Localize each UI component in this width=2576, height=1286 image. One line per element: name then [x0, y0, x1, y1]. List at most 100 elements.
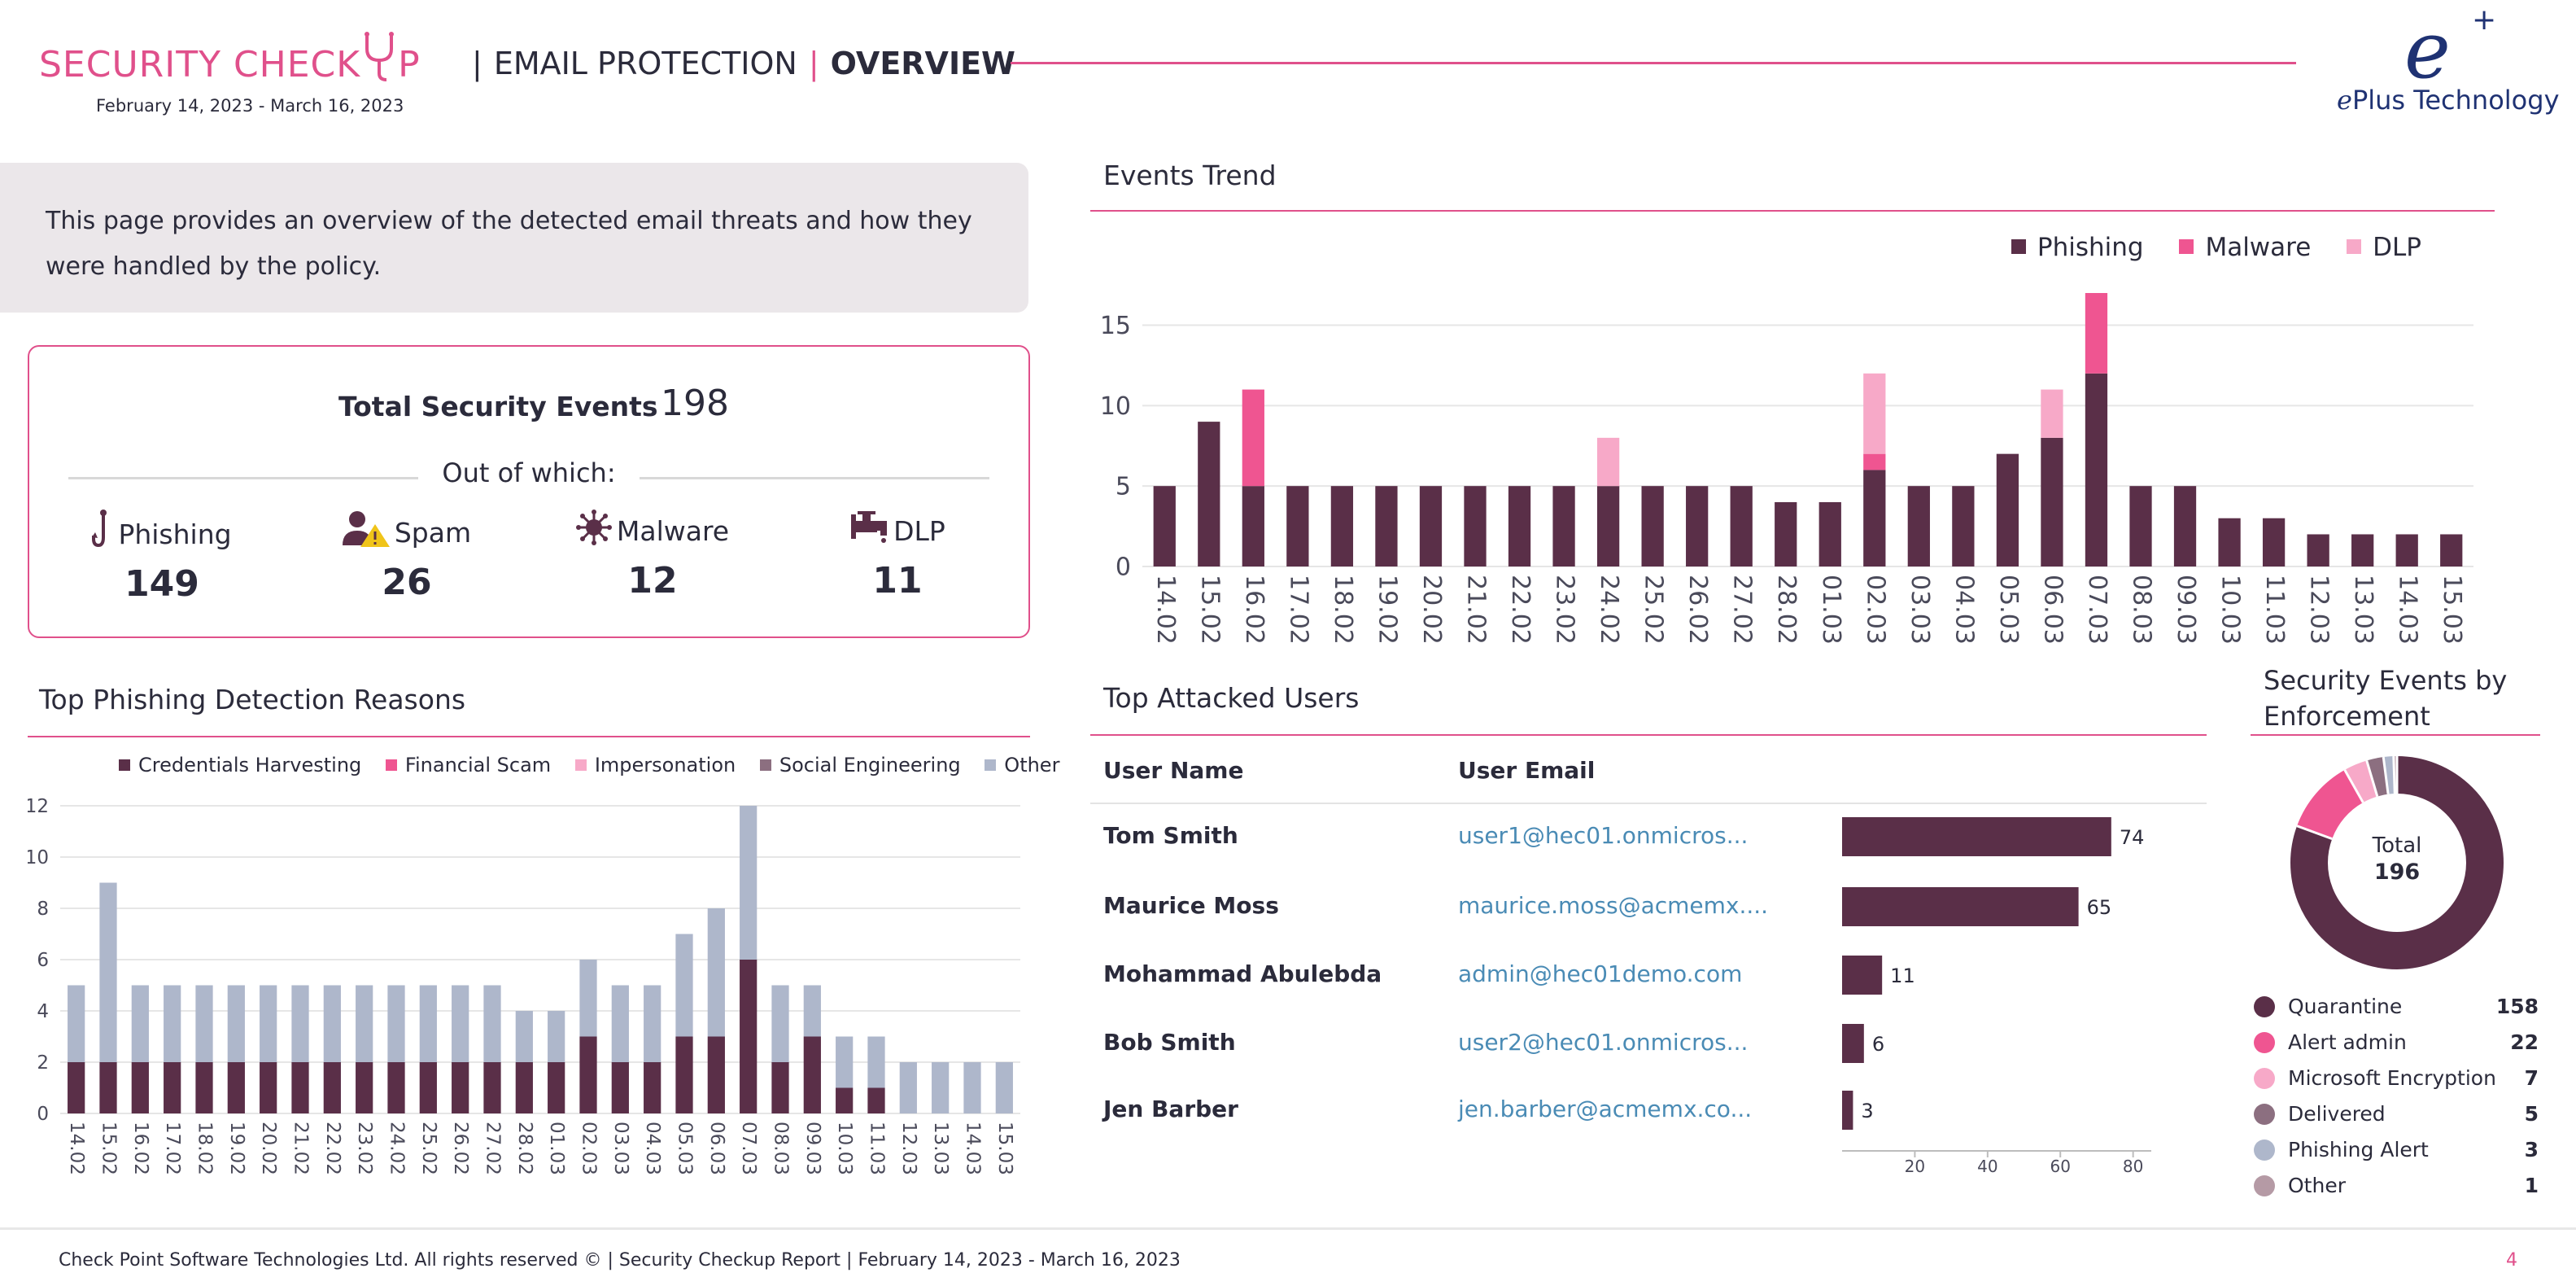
summary-spam-value: 26 — [382, 562, 432, 603]
bar-phishing — [2262, 518, 2286, 566]
x-tick-label: 17.02 — [1284, 575, 1312, 645]
donut-separator — [2382, 756, 2390, 794]
legend-dlp: DLP — [2373, 233, 2421, 262]
summary-dlp: DLP 11 — [775, 510, 1019, 601]
enforcement-value: 7 — [2524, 1066, 2539, 1090]
enforcement-title: Security Events by Enforcement — [2264, 663, 2507, 734]
total-events-label: Total Security Events — [338, 391, 658, 422]
y-tick-label: 6 — [37, 950, 49, 971]
bar-credentials-harvesting — [579, 1036, 597, 1113]
x-tick-label: 07.03 — [2083, 575, 2111, 645]
x-tick-label: 04.03 — [642, 1122, 663, 1175]
x-tick-label: 40 — [1977, 1157, 1997, 1176]
x-tick-label: 03.03 — [610, 1122, 631, 1175]
x-tick-label: 07.03 — [738, 1122, 759, 1175]
x-tick-label: 09.03 — [2172, 575, 2200, 645]
bar-phishing — [1153, 486, 1176, 566]
bar-phishing — [1641, 486, 1664, 566]
x-tick-label: 21.02 — [290, 1122, 312, 1175]
enforcement-value: 5 — [2524, 1102, 2539, 1126]
brand-tail: P — [398, 44, 421, 85]
bar-other — [356, 985, 373, 1062]
x-tick-label: 20 — [1905, 1157, 1925, 1176]
enforcement-label: Alert admin — [2288, 1030, 2407, 1054]
x-tick-label: 10.03 — [834, 1122, 855, 1175]
bar-phishing — [1286, 486, 1309, 566]
phishing-reasons-rule — [28, 736, 1030, 737]
user-email-link[interactable]: user1@hec01.onmicros... — [1458, 822, 1749, 849]
enforcement-row-delivered: Delivered 5 — [2254, 1102, 2539, 1126]
x-tick-label: 26.02 — [450, 1122, 471, 1175]
user-email-link[interactable]: jen.barber@acmemx.co... — [1458, 1096, 1753, 1122]
enforcement-value: 3 — [2524, 1138, 2539, 1161]
bar-other — [260, 985, 277, 1062]
y-tick-label: 2 — [37, 1052, 49, 1074]
bar-phishing — [1330, 486, 1354, 566]
x-tick-label: 13.03 — [2349, 575, 2377, 645]
x-tick-label: 03.03 — [1906, 575, 1934, 645]
bar-phishing — [2351, 534, 2374, 566]
x-tick-label: 15.03 — [2438, 575, 2466, 645]
enforcement-label: Quarantine — [2288, 995, 2403, 1018]
x-tick-label: 14.03 — [2394, 575, 2422, 645]
bar-other — [387, 985, 405, 1062]
user-bar-value: 3 — [1861, 1100, 1873, 1122]
x-tick-label: 21.02 — [1462, 575, 1491, 645]
x-tick-label: 14.03 — [963, 1122, 984, 1175]
phishing-reasons-chart: 0 2 4 6 8 10 12 14.02 15.02 16.02 17.02 18.02 19.02 2… — [28, 796, 1020, 1175]
bar-other — [803, 985, 821, 1037]
x-tick-label: 22.02 — [1506, 575, 1535, 645]
bar-dlp — [1863, 373, 1886, 454]
bar-other — [963, 1062, 981, 1113]
header-divider — [1011, 62, 2296, 64]
bar-credentials-harvesting — [164, 1062, 181, 1113]
bar-phishing — [1375, 486, 1398, 566]
x-tick-label: 28.02 — [514, 1122, 535, 1175]
bar-phishing — [1464, 486, 1487, 566]
virus-icon — [575, 510, 617, 547]
x-tick-label: 10.03 — [2216, 575, 2245, 645]
x-tick-label: 80 — [2123, 1157, 2143, 1176]
events-trend-title: Events Trend — [1103, 160, 1277, 191]
user-email-link[interactable]: maurice.moss@acmemx.... — [1458, 892, 1769, 919]
intro-panel: This page provides an overview of the de… — [0, 163, 1028, 313]
events-trend-rule — [1090, 210, 2495, 212]
x-tick-label: 08.03 — [771, 1122, 792, 1175]
bar-other — [836, 1036, 854, 1088]
legend-swatch-malware — [2179, 239, 2194, 254]
bar-other — [611, 985, 629, 1062]
x-tick-label: 17.02 — [162, 1122, 183, 1175]
summary-malware-label: Malware — [616, 515, 730, 547]
user-email-link[interactable]: user2@hec01.onmicros... — [1458, 1029, 1749, 1056]
summary-phishing: Phishing 149 — [40, 510, 284, 605]
bar-phishing — [1775, 501, 1797, 566]
stethoscope-icon — [360, 32, 398, 81]
header-breadcrumb: | EMAIL PROTECTION | OVERVIEW — [472, 46, 1015, 81]
bar-other — [740, 806, 758, 960]
bar-credentials-harvesting — [740, 960, 758, 1113]
col-user-email: User Email — [1458, 757, 1596, 784]
bar-credentials-harvesting — [356, 1062, 373, 1113]
logo-text-e: e — [2337, 85, 2352, 116]
events-trend-chart: 0 5 10 15 14.02 15.02 16.02 17.02 18.02 19.02 20.0… — [1100, 293, 2473, 645]
user-email-link[interactable]: admin@hec01demo.com — [1458, 960, 1743, 987]
bar-phishing — [2440, 534, 2463, 566]
x-tick-label: 27.02 — [1728, 575, 1757, 645]
x-tick-label: 27.02 — [482, 1122, 504, 1175]
legend-swatch-dlp — [2347, 239, 2362, 254]
user-name: Maurice Moss — [1103, 892, 1279, 919]
bar-phishing — [1508, 486, 1531, 566]
x-tick-label: 05.03 — [675, 1122, 696, 1175]
x-tick-label: 16.02 — [130, 1122, 151, 1175]
x-tick-label: 14.02 — [1151, 575, 1180, 645]
bar-phishing — [1863, 470, 1886, 566]
x-tick-label: 19.02 — [226, 1122, 247, 1175]
legend-swatch-financial — [385, 759, 397, 771]
x-tick-label: 09.03 — [802, 1122, 823, 1175]
spam-user-warning-icon — [342, 511, 395, 549]
bar-credentials-harvesting — [836, 1087, 854, 1113]
user-bar — [1842, 887, 2079, 926]
user-bar-value: 6 — [1872, 1033, 1884, 1056]
y-tick-label: 12 — [28, 796, 49, 817]
user-bar — [1842, 956, 1883, 995]
